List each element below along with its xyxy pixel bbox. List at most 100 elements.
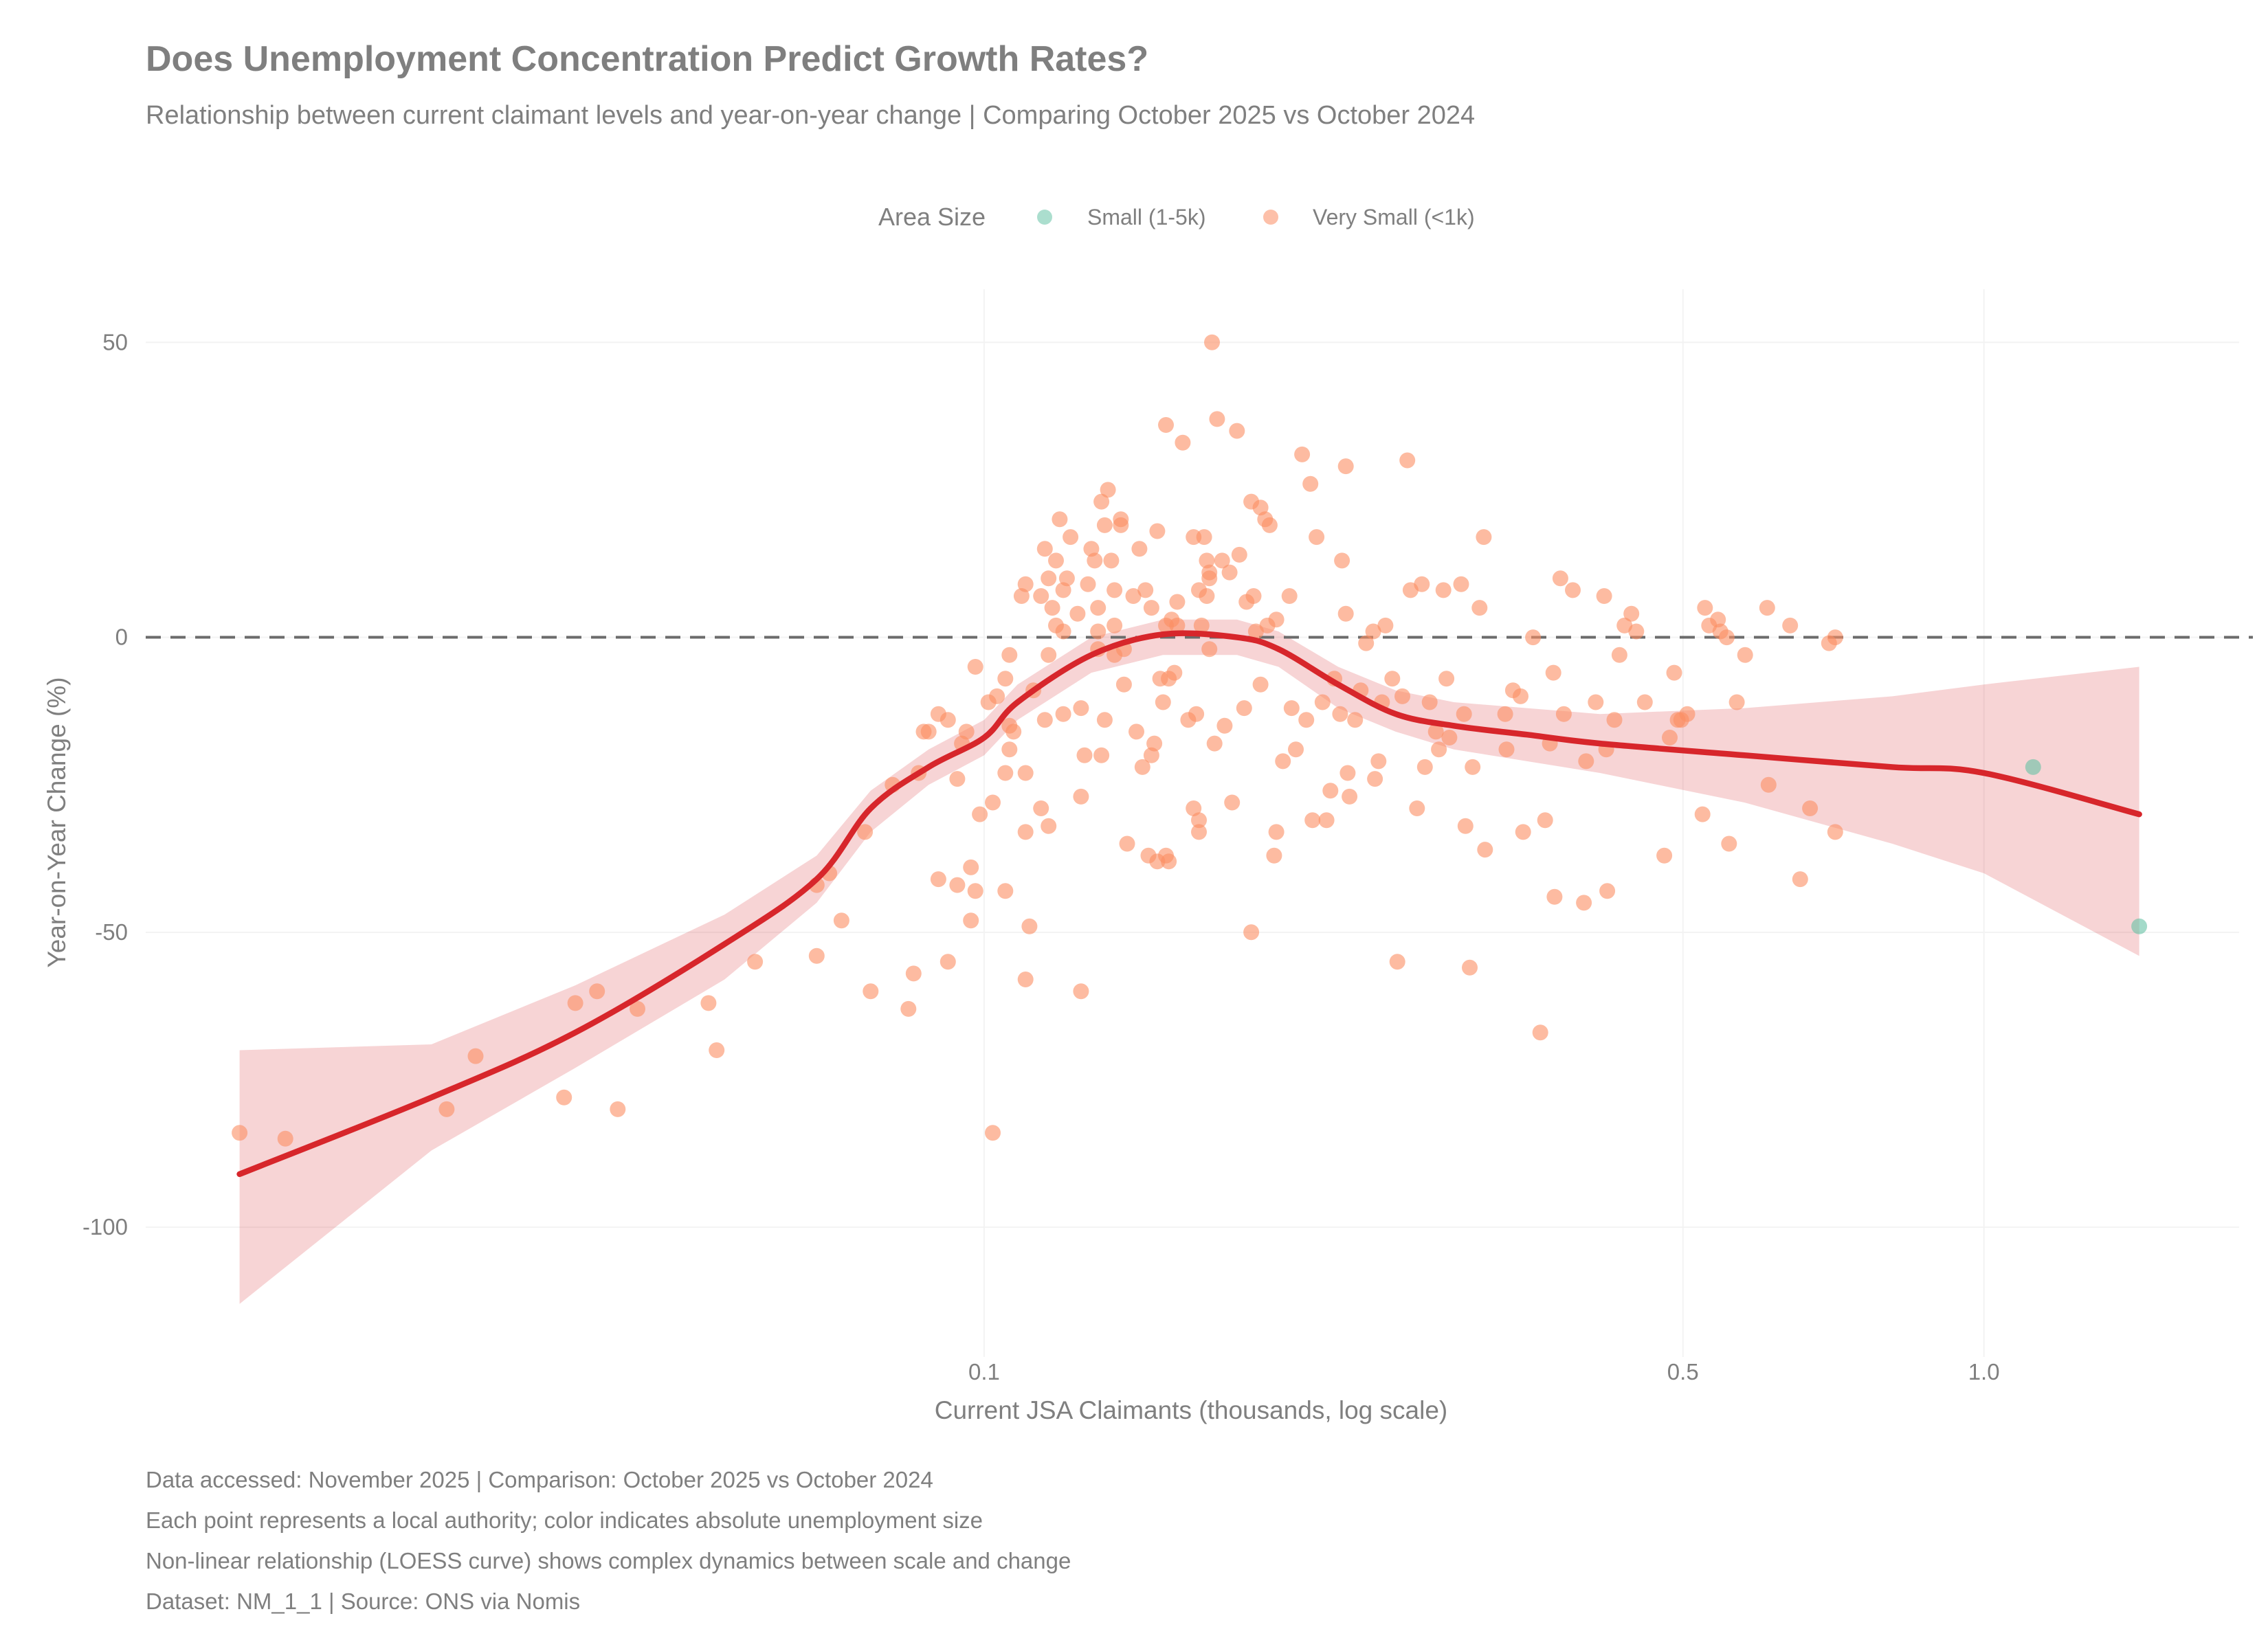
data-point	[958, 723, 975, 740]
data-point	[900, 1000, 917, 1017]
data-point	[1041, 647, 1057, 663]
data-point	[1431, 741, 1447, 758]
loess-curve	[236, 630, 2142, 1178]
data-point	[1191, 824, 1207, 840]
data-point	[1365, 623, 1381, 640]
data-point	[747, 954, 764, 970]
chart-subtitle: Relationship between current claimant le…	[146, 101, 1475, 130]
data-point	[630, 1000, 645, 1017]
data-point	[1370, 753, 1387, 770]
data-point	[1552, 570, 1568, 587]
data-point	[1721, 835, 1737, 852]
data-point	[1033, 800, 1049, 816]
y-axis-ticks: 50 0 -50 -100	[82, 329, 128, 1239]
data-point	[1158, 417, 1174, 433]
data-point	[1231, 546, 1247, 563]
data-point	[1525, 629, 1542, 646]
data-point	[1337, 605, 1354, 622]
data-point	[963, 859, 979, 875]
data-point	[1435, 582, 1452, 598]
data-point	[1283, 700, 1300, 717]
data-point	[972, 806, 988, 822]
data-point	[1456, 706, 1472, 722]
y-tick-label: -50	[95, 919, 128, 945]
caption-line: Non-linear relationship (LOESS curve) sh…	[146, 1548, 1071, 1573]
legend-label-very-small: Very Small (<1k)	[1313, 205, 1475, 229]
data-point	[1438, 671, 1455, 687]
data-point	[1275, 753, 1291, 770]
data-point	[1087, 552, 1103, 569]
data-point	[1146, 735, 1163, 752]
data-point	[1245, 588, 1262, 604]
data-point	[1298, 712, 1315, 728]
data-point	[1055, 623, 1071, 640]
data-point	[1041, 818, 1057, 834]
data-point	[1394, 688, 1410, 704]
data-point	[1537, 812, 1553, 829]
data-point	[1760, 776, 1777, 793]
data-point	[1318, 812, 1335, 829]
data-point	[1337, 458, 1354, 475]
data-point	[1125, 588, 1142, 604]
data-point	[1143, 747, 1159, 763]
x-axis-label: Current JSA Claimants (thousands, log sc…	[935, 1396, 1448, 1424]
data-point	[1309, 529, 1325, 546]
data-point	[1666, 664, 1682, 681]
data-point	[1576, 895, 1592, 911]
data-point	[1679, 706, 1696, 722]
data-point	[1497, 706, 1513, 722]
data-point	[1143, 600, 1159, 616]
data-point	[1476, 529, 1492, 546]
data-point	[808, 947, 825, 964]
data-point	[833, 912, 849, 929]
data-point	[610, 1101, 626, 1117]
data-point	[589, 983, 605, 1000]
data-point	[1021, 918, 1038, 934]
data-point	[1186, 800, 1202, 816]
data-point	[1073, 788, 1089, 805]
data-point	[1090, 600, 1107, 616]
data-point	[930, 871, 946, 888]
data-point	[1414, 576, 1430, 592]
data-point	[1513, 688, 1528, 704]
data-point	[1073, 983, 1089, 1000]
data-point	[1119, 835, 1135, 852]
data-point	[1457, 818, 1474, 834]
data-point	[467, 1048, 484, 1064]
data-point	[1036, 712, 1053, 728]
data-point	[1697, 600, 1713, 616]
loess-line	[236, 630, 2142, 1178]
y-tick-label: 0	[115, 625, 128, 650]
data-point	[1161, 853, 1177, 870]
data-point	[1409, 800, 1425, 816]
legend-label-small: Small (1-5k)	[1087, 205, 1205, 229]
data-point	[1063, 529, 1079, 546]
data-points	[232, 334, 2148, 1147]
data-point	[1578, 753, 1594, 770]
data-point	[1792, 871, 1808, 888]
data-point	[232, 1125, 248, 1141]
data-point	[1115, 676, 1132, 693]
data-point	[556, 1089, 572, 1106]
data-point	[1069, 605, 1086, 622]
legend-marker-very-small	[1263, 210, 1278, 225]
data-point	[1209, 411, 1225, 427]
data-point	[905, 965, 922, 982]
x-axis-ticks: 0.1 0.5 1.0	[968, 1359, 2000, 1384]
data-point	[1662, 730, 1678, 745]
caption-line: Data accessed: November 2025 | Compariso…	[146, 1467, 933, 1492]
data-point	[1052, 511, 1068, 528]
data-point	[1737, 647, 1753, 663]
data-point	[1100, 482, 1116, 498]
data-point	[1001, 741, 1018, 758]
data-point	[1166, 664, 1183, 681]
data-point	[1206, 735, 1223, 752]
data-point	[1221, 564, 1238, 581]
y-tick-label: 50	[102, 329, 128, 355]
data-point	[1441, 730, 1458, 745]
data-point	[1103, 552, 1120, 569]
data-point	[2131, 918, 2148, 934]
caption: Data accessed: November 2025 | Compariso…	[146, 1467, 1071, 1614]
data-point	[940, 954, 956, 970]
x-tick-label: 1.0	[1968, 1359, 2000, 1384]
